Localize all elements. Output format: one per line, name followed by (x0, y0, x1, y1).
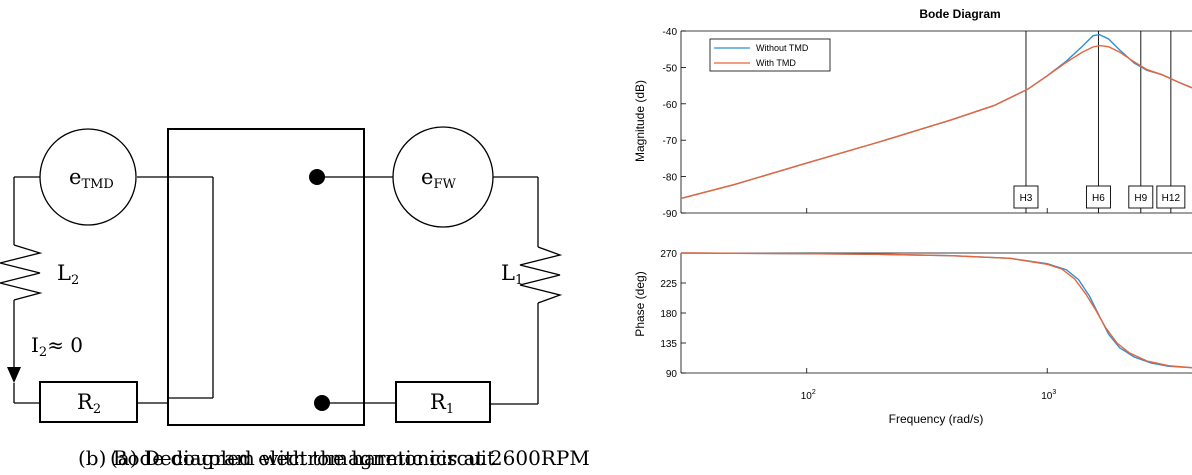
magnitude-ytick-label: -90 (663, 209, 678, 220)
magnitude-plot: -40 -50 -60 -70 -80 -90 H3 H6 H9 H12 (663, 27, 1192, 220)
x-tick-label: 102 (801, 389, 816, 402)
caption-a: (a) Decoupled electromagnetic circuit (110, 446, 496, 470)
phase-ytick-label: 90 (666, 369, 678, 380)
svg-text:I2≈ 0: I2≈ 0 (31, 333, 83, 360)
resistor-r1 (395, 381, 491, 423)
harmonic-label-h6: H6 (1092, 193, 1105, 204)
phase-series-with-tmd (680, 252, 1192, 369)
svg-text:L2: L2 (57, 261, 79, 288)
source-tmd-sub: TMD (81, 177, 113, 192)
inductor-l1-sub: 1 (515, 273, 523, 288)
x-tick-base: 10 (1041, 391, 1053, 402)
harmonic-label-h3: H3 (1020, 193, 1033, 204)
inductor-l1-label: L (501, 261, 515, 285)
magnitude-ylabel: Magnitude (dB) (633, 80, 647, 162)
magnitude-ytick-label: -80 (663, 173, 678, 184)
harmonic-box-h12 (1156, 185, 1186, 209)
inductor-l2-label: L (57, 261, 71, 285)
phase-ytick-label: 180 (660, 309, 677, 320)
x-tick-labels: 102 103 (801, 389, 1057, 402)
legend-entry-with-tmd: With TMD (756, 58, 796, 68)
chart-title: Bode Diagram (919, 7, 1000, 21)
legend-box (709, 38, 831, 72)
source-fw-label: e (421, 165, 433, 189)
inductor-l2-sub: 2 (71, 273, 79, 288)
x-tick-label: 103 (1041, 389, 1056, 402)
harmonic-label-h9: H9 (1134, 193, 1147, 204)
current-approx: ≈ 0 (47, 333, 83, 357)
resistor-r2 (39, 381, 138, 423)
phase-ylabel: Phase (deg) (633, 271, 647, 336)
legend: Without TMD With TMD (709, 38, 831, 72)
x-tick-base: 10 (801, 391, 813, 402)
x-axis-label: Frequency (rad/s) (889, 412, 984, 426)
magnitude-ytick-label: -50 (663, 63, 678, 74)
resistor-r1-sub: 1 (446, 402, 454, 417)
phase-ytick-label: 270 (660, 249, 677, 260)
magnitude-ytick-label: -60 (663, 100, 678, 111)
x-tick-exp: 2 (812, 389, 816, 396)
magnitude-ytick-label: -70 (663, 136, 678, 147)
resistor-r2-sub: 2 (93, 402, 101, 417)
dot-marker-top (309, 169, 325, 185)
coupling-block (167, 128, 365, 426)
source-tmd (39, 128, 137, 226)
x-tick-exp: 3 (1052, 389, 1056, 396)
circuit-diagram: eTMD eFW L2 L1 I2≈ 0 R2 R1 (0, 126, 563, 426)
magnitude-ytick-label: -40 (663, 27, 678, 38)
svg-text:R2: R2 (77, 390, 101, 417)
svg-text:R1: R1 (430, 390, 454, 417)
source-fw-sub: FW (433, 177, 456, 192)
legend-entry-without-tmd: Without TMD (756, 43, 809, 53)
current-sub: 2 (39, 345, 47, 360)
source-fw (392, 126, 494, 228)
source-tmd-label: e (69, 165, 81, 189)
bode-diagram: Bode Diagram -40 -50 -60 -70 -80 -90 H3 H6 H9 H12… (633, 7, 1192, 426)
phase-ytick-label: 225 (660, 279, 677, 290)
phase-plot: 270 225 180 135 90 (660, 249, 1192, 380)
dot-marker-bottom (314, 395, 330, 411)
svg-text:eFW: eFW (421, 165, 456, 192)
phase-series-without-tmd (680, 252, 1192, 369)
magnitude-series-with-tmd (680, 44, 1192, 200)
resistor-r1-label: R (430, 390, 447, 414)
resistor-r2-label: R (77, 390, 94, 414)
caption-b: (b) Bode diagram with the harmonics at 2… (78, 446, 590, 470)
current-arrow (7, 367, 21, 383)
svg-text:L1: L1 (501, 261, 523, 288)
svg-text:eTMD: eTMD (69, 165, 114, 192)
harmonic-box-h3 (1013, 185, 1039, 209)
inductor-l2-symbol (0, 244, 43, 301)
harmonic-box-h6 (1085, 185, 1111, 209)
phase-ytick-label: 135 (660, 339, 677, 350)
current-label: I (31, 333, 39, 357)
inductor-l1-symbol (519, 246, 563, 304)
harmonic-label-h12: H12 (1162, 193, 1181, 204)
harmonic-box-h9 (1128, 185, 1154, 209)
